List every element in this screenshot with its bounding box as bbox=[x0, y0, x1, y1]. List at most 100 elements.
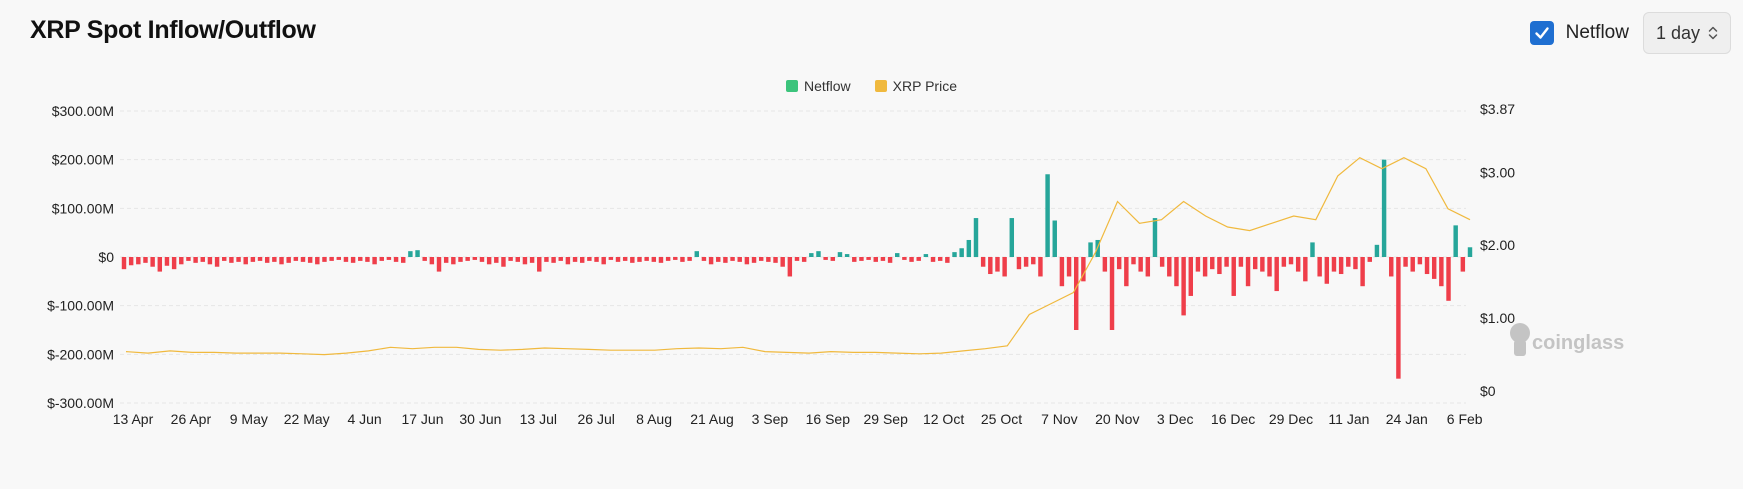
netflow-bar bbox=[458, 257, 463, 262]
netflow-bar bbox=[171, 257, 177, 270]
netflow-bar bbox=[1295, 257, 1301, 272]
netflow-bar bbox=[494, 257, 499, 263]
x-axis-tick-label: 25 Oct bbox=[981, 411, 1022, 427]
netflow-bar bbox=[1016, 257, 1022, 270]
netflow-bar bbox=[1396, 257, 1401, 379]
netflow-bar bbox=[1145, 257, 1151, 277]
netflow-bar bbox=[916, 257, 921, 261]
left-axis-tick-label: $-300.00M bbox=[47, 395, 114, 411]
netflow-bar bbox=[780, 257, 785, 267]
netflow-bar bbox=[429, 257, 435, 265]
netflow-bar bbox=[601, 257, 606, 265]
netflow-bar bbox=[744, 257, 750, 265]
x-axis-tick-label: 4 Jun bbox=[347, 411, 381, 427]
netflow-bar bbox=[687, 257, 692, 261]
netflow-bar bbox=[694, 251, 699, 257]
x-axis-tick-label: 11 Jan bbox=[1328, 411, 1369, 427]
netflow-bar bbox=[787, 257, 793, 277]
x-axis-tick-label: 29 Dec bbox=[1269, 411, 1313, 427]
netflow-bar bbox=[644, 257, 649, 261]
netflow-bar bbox=[1081, 257, 1086, 282]
netflow-bar bbox=[622, 257, 628, 261]
netflow-bar bbox=[522, 257, 528, 265]
netflow-bar bbox=[486, 257, 492, 265]
netflow-bar bbox=[973, 218, 979, 257]
netflow-bar bbox=[1424, 257, 1430, 275]
netflow-bar bbox=[887, 257, 893, 263]
netflow-bar bbox=[350, 257, 356, 263]
netflow-bar bbox=[587, 257, 592, 261]
netflow-bar bbox=[508, 257, 513, 261]
x-axis-tick-label: 3 Sep bbox=[752, 411, 789, 427]
netflow-bar bbox=[436, 257, 442, 272]
netflow-bar bbox=[1446, 257, 1451, 301]
netflow-bar bbox=[307, 257, 313, 263]
netflow-bar bbox=[1389, 257, 1394, 277]
netflow-bar bbox=[358, 257, 363, 261]
netflow-bar bbox=[515, 257, 520, 262]
netflow-bar bbox=[544, 257, 549, 262]
x-axis: 13 Apr 26 Apr 9 May 22 May 4 Jun 17 Jun 30 Jun… bbox=[113, 411, 1483, 427]
netflow-bar bbox=[150, 257, 155, 267]
legend-item-xrp-price[interactable]: XRP Price bbox=[874, 78, 957, 94]
netflow-bar bbox=[279, 257, 284, 265]
netflow-bar bbox=[837, 252, 843, 257]
netflow-bar bbox=[1288, 257, 1294, 265]
netflow-bar bbox=[751, 257, 757, 263]
netflow-bar bbox=[250, 257, 256, 262]
netflow-bar bbox=[673, 257, 678, 260]
legend-label-netflow: Netflow bbox=[803, 78, 851, 94]
netflow-bar bbox=[136, 257, 141, 265]
netflow-bar bbox=[479, 257, 485, 262]
coinglass-watermark: coinglass bbox=[1510, 323, 1624, 356]
netflow-bar bbox=[1195, 257, 1201, 272]
netflow-bar bbox=[866, 257, 871, 260]
period-select[interactable]: 1 day bbox=[1642, 12, 1731, 54]
netflow-checkbox[interactable] bbox=[1529, 21, 1554, 45]
netflow-bars bbox=[121, 159, 1473, 379]
left-axis-tick-label: $300.00M bbox=[52, 103, 114, 119]
netflow-bar bbox=[1274, 257, 1279, 292]
netflow-bar bbox=[408, 251, 413, 257]
netflow-bar bbox=[1374, 244, 1380, 257]
chevron-up-down-icon bbox=[1708, 25, 1718, 41]
chart-legend: Netflow XRP Price bbox=[0, 78, 1743, 94]
netflow-bar bbox=[1109, 257, 1115, 330]
left-axis-tick-label: $-100.00M bbox=[47, 298, 114, 314]
legend-item-netflow[interactable]: Netflow bbox=[785, 78, 851, 94]
netflow-bar bbox=[1367, 257, 1372, 262]
netflow-toggle[interactable]: Netflow bbox=[1529, 21, 1629, 45]
netflow-bar bbox=[1102, 257, 1108, 272]
netflow-bar bbox=[322, 257, 327, 262]
netflow-bar bbox=[1074, 257, 1079, 330]
netflow-bar bbox=[1116, 257, 1122, 270]
netflow-bar bbox=[658, 257, 664, 263]
netflow-bar bbox=[343, 257, 349, 262]
netflow-bar bbox=[1023, 257, 1029, 267]
legend-swatch-xrp-price bbox=[874, 80, 887, 92]
x-axis-tick-label: 7 Nov bbox=[1041, 411, 1078, 427]
netflow-bar bbox=[630, 257, 635, 263]
left-axis-tick-label: $100.00M bbox=[52, 200, 114, 216]
netflow-bar bbox=[708, 257, 714, 265]
netflow-bar bbox=[880, 257, 886, 261]
x-axis-tick-label: 29 Sep bbox=[864, 411, 909, 427]
netflow-bar bbox=[1310, 242, 1315, 257]
netflow-bar bbox=[551, 257, 556, 263]
netflow-bar bbox=[401, 257, 406, 263]
netflow-bar bbox=[1181, 257, 1186, 316]
netflow-bar bbox=[1317, 257, 1322, 277]
left-axis-tick-label: $200.00M bbox=[52, 152, 114, 168]
netflow-bar bbox=[365, 257, 370, 262]
netflow-bar bbox=[909, 257, 914, 262]
netflow-bar bbox=[1324, 257, 1330, 284]
netflow-bar bbox=[794, 257, 800, 261]
netflow-bar bbox=[1159, 257, 1165, 267]
netflow-bar bbox=[315, 257, 320, 265]
chart-controls: Netflow 1 day bbox=[1529, 12, 1731, 54]
netflow-bar bbox=[207, 257, 213, 265]
netflow-bar bbox=[565, 257, 571, 265]
netflow-bar bbox=[143, 257, 148, 263]
netflow-bar bbox=[121, 257, 127, 270]
